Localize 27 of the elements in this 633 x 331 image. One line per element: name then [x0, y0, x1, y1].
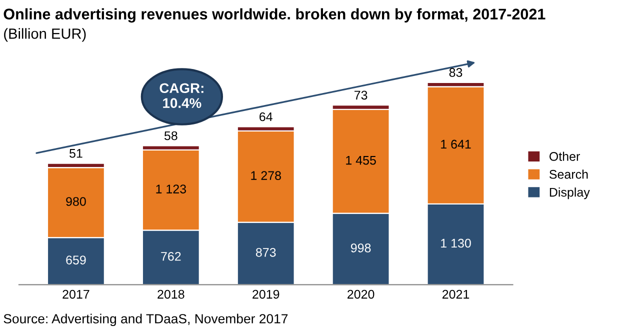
data-label: 998	[350, 244, 371, 252]
chart-title: Online advertising revenues worldwide. broken down by format, 2017-2021	[4, 8, 546, 23]
data-label: 1 130	[441, 238, 471, 248]
x-tick-label: 2020	[348, 290, 374, 299]
annotation: 64	[260, 112, 272, 122]
data-label: 659	[66, 256, 86, 264]
legend-label: Other	[550, 152, 580, 161]
chart-subtitle: (Billion EUR)	[4, 28, 86, 42]
data-label: 873	[256, 248, 276, 257]
annotation: CAGR: 10.4%	[160, 83, 204, 108]
legend-label: Search	[549, 170, 588, 179]
x-tick-label: 2018	[158, 290, 184, 299]
data-label: 1 123	[156, 184, 186, 194]
data-label: 980	[66, 197, 86, 206]
annotation: 83	[449, 68, 462, 77]
annotation: 73	[354, 90, 368, 100]
annotation: 58	[164, 131, 178, 140]
x-tick-label: 2017	[62, 290, 90, 299]
data-label: 1 455	[346, 156, 376, 165]
source-note: Source: Advertising and TDaaS, November 2017	[4, 314, 288, 326]
x-tick-label: 2019	[252, 290, 280, 299]
data-label: 1 278	[251, 171, 281, 180]
annotation: 51	[70, 149, 82, 158]
data-label: 1 641	[441, 140, 471, 149]
legend-label: Display	[550, 188, 590, 200]
x-tick-label: 2021	[442, 290, 470, 299]
data-label: 762	[161, 252, 181, 261]
